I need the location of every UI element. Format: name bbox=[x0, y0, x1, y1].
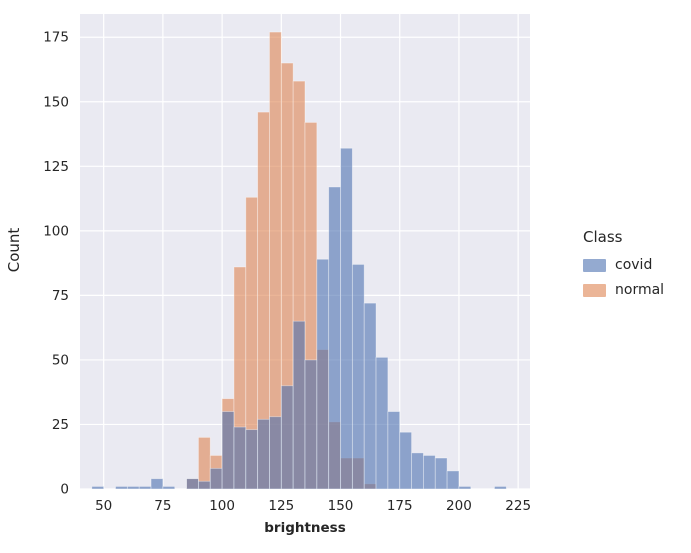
svg-text:0: 0 bbox=[60, 482, 69, 498]
svg-text:175: 175 bbox=[43, 30, 69, 46]
svg-text:125: 125 bbox=[43, 159, 69, 175]
svg-text:100: 100 bbox=[43, 223, 69, 239]
y-axis-label: Count bbox=[5, 227, 23, 273]
svg-text:200: 200 bbox=[446, 498, 472, 514]
legend-swatch-covid-icon bbox=[583, 258, 606, 272]
svg-text:225: 225 bbox=[505, 498, 531, 514]
svg-text:50: 50 bbox=[95, 498, 112, 514]
svg-text:150: 150 bbox=[328, 498, 354, 514]
legend-item-normal: normal bbox=[583, 282, 664, 298]
legend: Class covid normal bbox=[583, 228, 664, 298]
legend-title: Class bbox=[583, 228, 623, 246]
svg-text:50: 50 bbox=[52, 352, 69, 368]
svg-text:150: 150 bbox=[43, 94, 69, 110]
legend-swatch-normal-icon bbox=[583, 283, 606, 297]
legend-item-covid: covid bbox=[583, 257, 664, 273]
legend-label-normal: normal bbox=[615, 282, 665, 298]
svg-text:175: 175 bbox=[387, 498, 413, 514]
svg-text:25: 25 bbox=[52, 417, 69, 433]
legend-label-covid: covid bbox=[615, 257, 653, 273]
svg-text:75: 75 bbox=[154, 498, 171, 514]
svg-text:125: 125 bbox=[268, 498, 294, 514]
x-axis-label: brightness bbox=[264, 520, 346, 536]
svg-text:100: 100 bbox=[209, 498, 235, 514]
svg-text:75: 75 bbox=[52, 288, 69, 304]
